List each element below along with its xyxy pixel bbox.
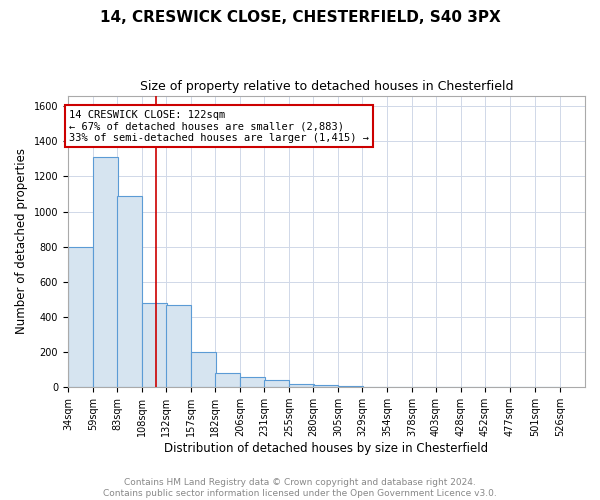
Text: 14 CRESWICK CLOSE: 122sqm
← 67% of detached houses are smaller (2,883)
33% of se: 14 CRESWICK CLOSE: 122sqm ← 67% of detac…	[69, 110, 369, 143]
Bar	[313, 386, 338, 387]
Text: 14, CRESWICK CLOSE, CHESTERFIELD, S40 3PX: 14, CRESWICK CLOSE, CHESTERFIELD, S40 3P…	[100, 10, 500, 25]
Bar	[142, 303, 167, 387]
Bar	[264, 380, 289, 387]
Bar	[191, 352, 216, 387]
Bar	[338, 386, 363, 387]
Bar	[117, 196, 142, 387]
Bar	[240, 376, 265, 387]
Text: Contains HM Land Registry data © Crown copyright and database right 2024.
Contai: Contains HM Land Registry data © Crown c…	[103, 478, 497, 498]
Bar	[93, 157, 118, 387]
Title: Size of property relative to detached houses in Chesterfield: Size of property relative to detached ho…	[140, 80, 513, 93]
Bar	[215, 373, 240, 387]
Bar	[68, 246, 93, 387]
Bar	[166, 304, 191, 387]
X-axis label: Distribution of detached houses by size in Chesterfield: Distribution of detached houses by size …	[164, 442, 488, 455]
Bar	[289, 384, 314, 387]
Y-axis label: Number of detached properties: Number of detached properties	[15, 148, 28, 334]
